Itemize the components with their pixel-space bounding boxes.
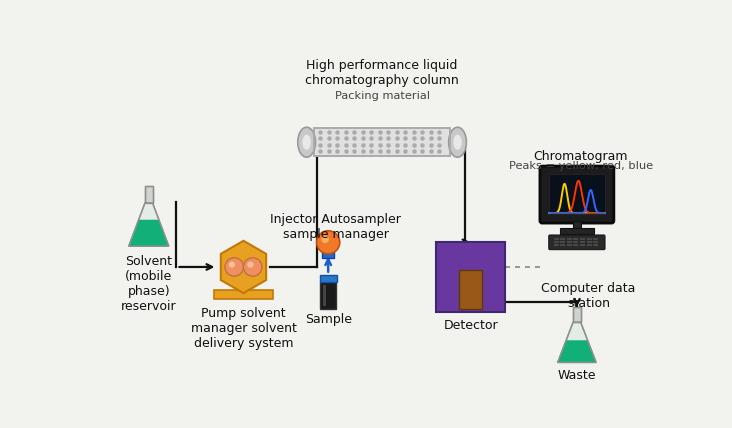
Bar [567,238,572,240]
Text: Injector Autosampler
sample manager: Injector Autosampler sample manager [270,213,401,241]
Ellipse shape [453,134,462,150]
Ellipse shape [302,134,311,150]
Text: Peaks = yellow, red, blue: Peaks = yellow, red, blue [509,161,653,172]
FancyBboxPatch shape [540,166,614,223]
Bar [560,241,565,243]
Bar [145,186,152,203]
Bar [214,290,273,299]
Polygon shape [558,340,596,363]
Bar [573,241,578,243]
Circle shape [247,262,253,268]
Bar [323,285,326,306]
Bar [573,307,580,322]
Polygon shape [129,203,169,246]
Bar [560,238,565,240]
Bar [573,221,580,229]
Circle shape [317,231,340,254]
Bar [314,128,450,156]
Bar [560,229,594,234]
Bar [573,244,578,246]
Bar [593,244,598,246]
Text: Pump solvent
manager solvent
delivery system: Pump solvent manager solvent delivery sy… [190,307,296,350]
Bar [320,275,337,282]
Text: Waste: Waste [558,369,596,382]
Bar [145,186,152,203]
Polygon shape [221,241,266,293]
Bar [554,238,559,240]
Bar [586,244,591,246]
Circle shape [229,262,235,268]
Bar [549,174,605,214]
Text: Computer data
station: Computer data station [541,282,635,310]
Bar [560,244,565,246]
Circle shape [244,258,262,276]
Bar [459,270,482,309]
Polygon shape [558,322,596,363]
Bar [321,282,336,309]
Bar [573,307,580,322]
Bar [436,242,505,312]
Bar [567,244,572,246]
Bar [554,244,559,246]
Text: Packing material: Packing material [335,92,430,101]
Text: Sample: Sample [305,313,351,326]
Text: Chromatogram: Chromatogram [534,150,628,163]
Bar [593,238,598,240]
Polygon shape [129,220,168,246]
Bar [322,252,335,259]
Bar [580,244,585,246]
Text: Detector: Detector [444,319,498,332]
Bar [573,238,578,240]
Text: High performance liquid
chromatography column: High performance liquid chromatography c… [305,59,459,87]
Bar [586,238,591,240]
Circle shape [225,258,244,276]
Bar [586,241,591,243]
Circle shape [321,235,329,243]
Bar [314,128,450,156]
Ellipse shape [449,127,466,157]
Bar [580,241,585,243]
Bar [567,241,572,243]
Text: Solvent
(mobile
phase)
reservoir: Solvent (mobile phase) reservoir [121,256,176,313]
Bar [593,241,598,243]
Bar [580,238,585,240]
Ellipse shape [298,127,315,157]
Bar [554,241,559,243]
FancyBboxPatch shape [549,235,605,250]
